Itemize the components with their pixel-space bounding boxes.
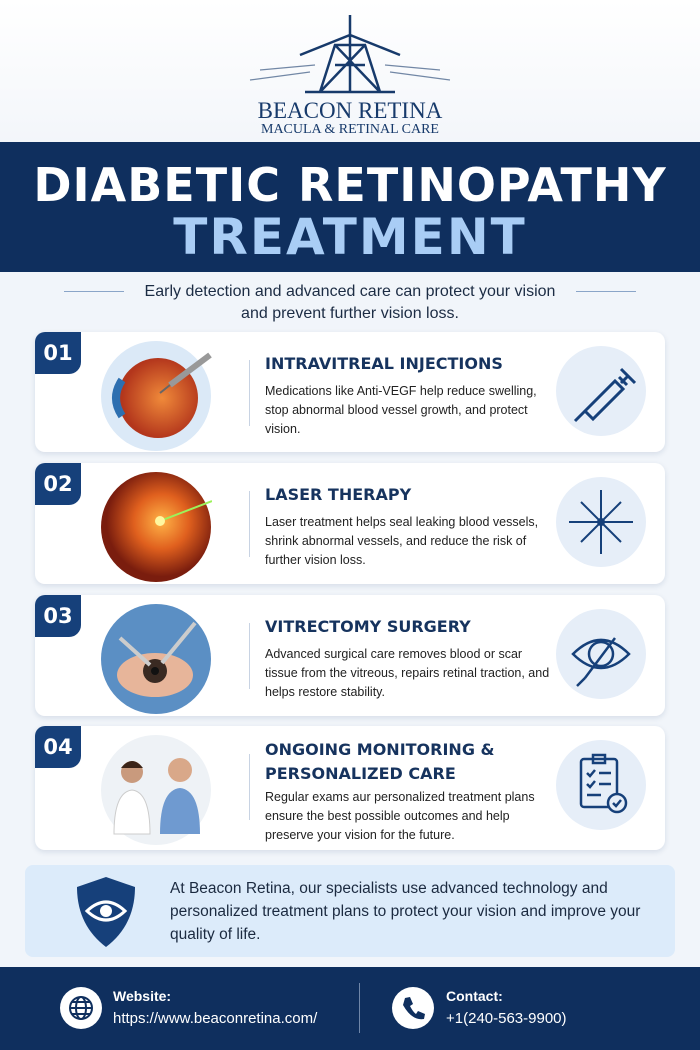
number-badge: 02 xyxy=(35,463,81,505)
text-block: ONGOING MONITORING & PERSONALIZED CARE R… xyxy=(265,738,535,845)
icon xyxy=(556,740,646,830)
treatment-title: INTRAVITREAL INJECTIONS xyxy=(265,354,503,373)
divider xyxy=(249,491,250,557)
tagline: MACULA & RETINAL CARE xyxy=(261,122,439,137)
brand: BEACON RETINA xyxy=(257,98,443,123)
title-line: DIABETIC RETINOPATHY xyxy=(33,158,667,212)
text-block: INTRAVITREAL INJECTIONS Medications like… xyxy=(265,352,550,439)
website[interactable]: https://www.beaconretina.com/ xyxy=(113,1010,318,1027)
treatment-card: 02 LASER THERAPY Laser treatment helps s… xyxy=(35,463,665,584)
text-block: LASER THERAPY Laser treatment helps seal… xyxy=(265,483,550,570)
divider xyxy=(249,754,250,820)
divider xyxy=(359,983,360,1033)
treatment-card: 03 VITRECTOMY SURGERY Advanced surgical … xyxy=(35,595,665,716)
treatment-title: LASER THERAPY xyxy=(265,485,412,504)
photo xyxy=(101,735,211,845)
treatment-title: ONGOING MONITORING & PERSONALIZED CARE xyxy=(265,740,495,783)
closing-text: At Beacon Retina, our specialists use ad… xyxy=(170,880,641,943)
header: BEACON RETINA MACULA & RETINAL CARE xyxy=(0,0,700,142)
icon xyxy=(556,609,646,699)
shield-icon xyxy=(77,877,135,947)
icon xyxy=(556,346,646,436)
treatment-title: VITRECTOMY SURGERY xyxy=(265,617,471,636)
icon xyxy=(556,477,646,567)
treatment-description: Laser treatment helps seal leaking blood… xyxy=(265,515,539,567)
contact-label: Contact: xyxy=(446,988,503,1004)
number-badge: 04 xyxy=(35,726,81,768)
title-band: DIABETIC RETINOPATHY TREATMENT xyxy=(0,142,700,272)
footer: Website: https://www.beaconretina.com/ C… xyxy=(0,967,700,1050)
logo xyxy=(249,15,451,94)
number-badge: 03 xyxy=(35,595,81,637)
treatment-description: Advanced surgical care removes blood or … xyxy=(265,647,550,699)
photo xyxy=(101,604,211,714)
phone-icon xyxy=(392,987,434,1029)
text-block: VITRECTOMY SURGERY Advanced surgical car… xyxy=(265,615,550,702)
website-label: Website: xyxy=(113,988,172,1004)
rule xyxy=(64,291,124,292)
treatment-description: Regular exams aur personalized treatment… xyxy=(265,790,535,842)
intro: Early detection and advanced care can pr… xyxy=(144,283,556,322)
treatment-card: 01 INTRAVITREAL INJECTIONS Medications l… xyxy=(35,332,665,452)
divider xyxy=(249,360,250,426)
treatment-card: 04 ONGOING MONITORING & PERSONALIZED CAR… xyxy=(35,726,665,850)
photo xyxy=(101,472,212,582)
photo xyxy=(101,341,212,451)
number-badge: 01 xyxy=(35,332,81,374)
divider xyxy=(249,623,250,689)
treatment-description: Medications like Anti-VEGF help reduce s… xyxy=(265,384,537,436)
closing-box: At Beacon Retina, our specialists use ad… xyxy=(25,865,675,957)
rule xyxy=(576,291,636,292)
title-line: TREATMENT xyxy=(173,208,527,266)
globe-icon xyxy=(60,987,102,1029)
phone[interactable]: +1(240-563-9900) xyxy=(446,1010,567,1027)
